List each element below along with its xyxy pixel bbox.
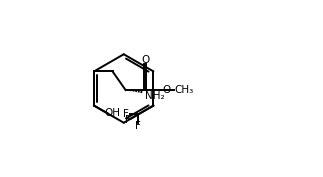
- Text: NH₂: NH₂: [145, 91, 164, 101]
- Text: F: F: [123, 109, 129, 119]
- Text: O: O: [162, 85, 171, 95]
- Text: O: O: [141, 55, 149, 65]
- Text: OH: OH: [105, 108, 121, 118]
- Text: CH₃: CH₃: [175, 85, 194, 95]
- Text: F: F: [125, 115, 131, 125]
- Text: F: F: [135, 121, 141, 131]
